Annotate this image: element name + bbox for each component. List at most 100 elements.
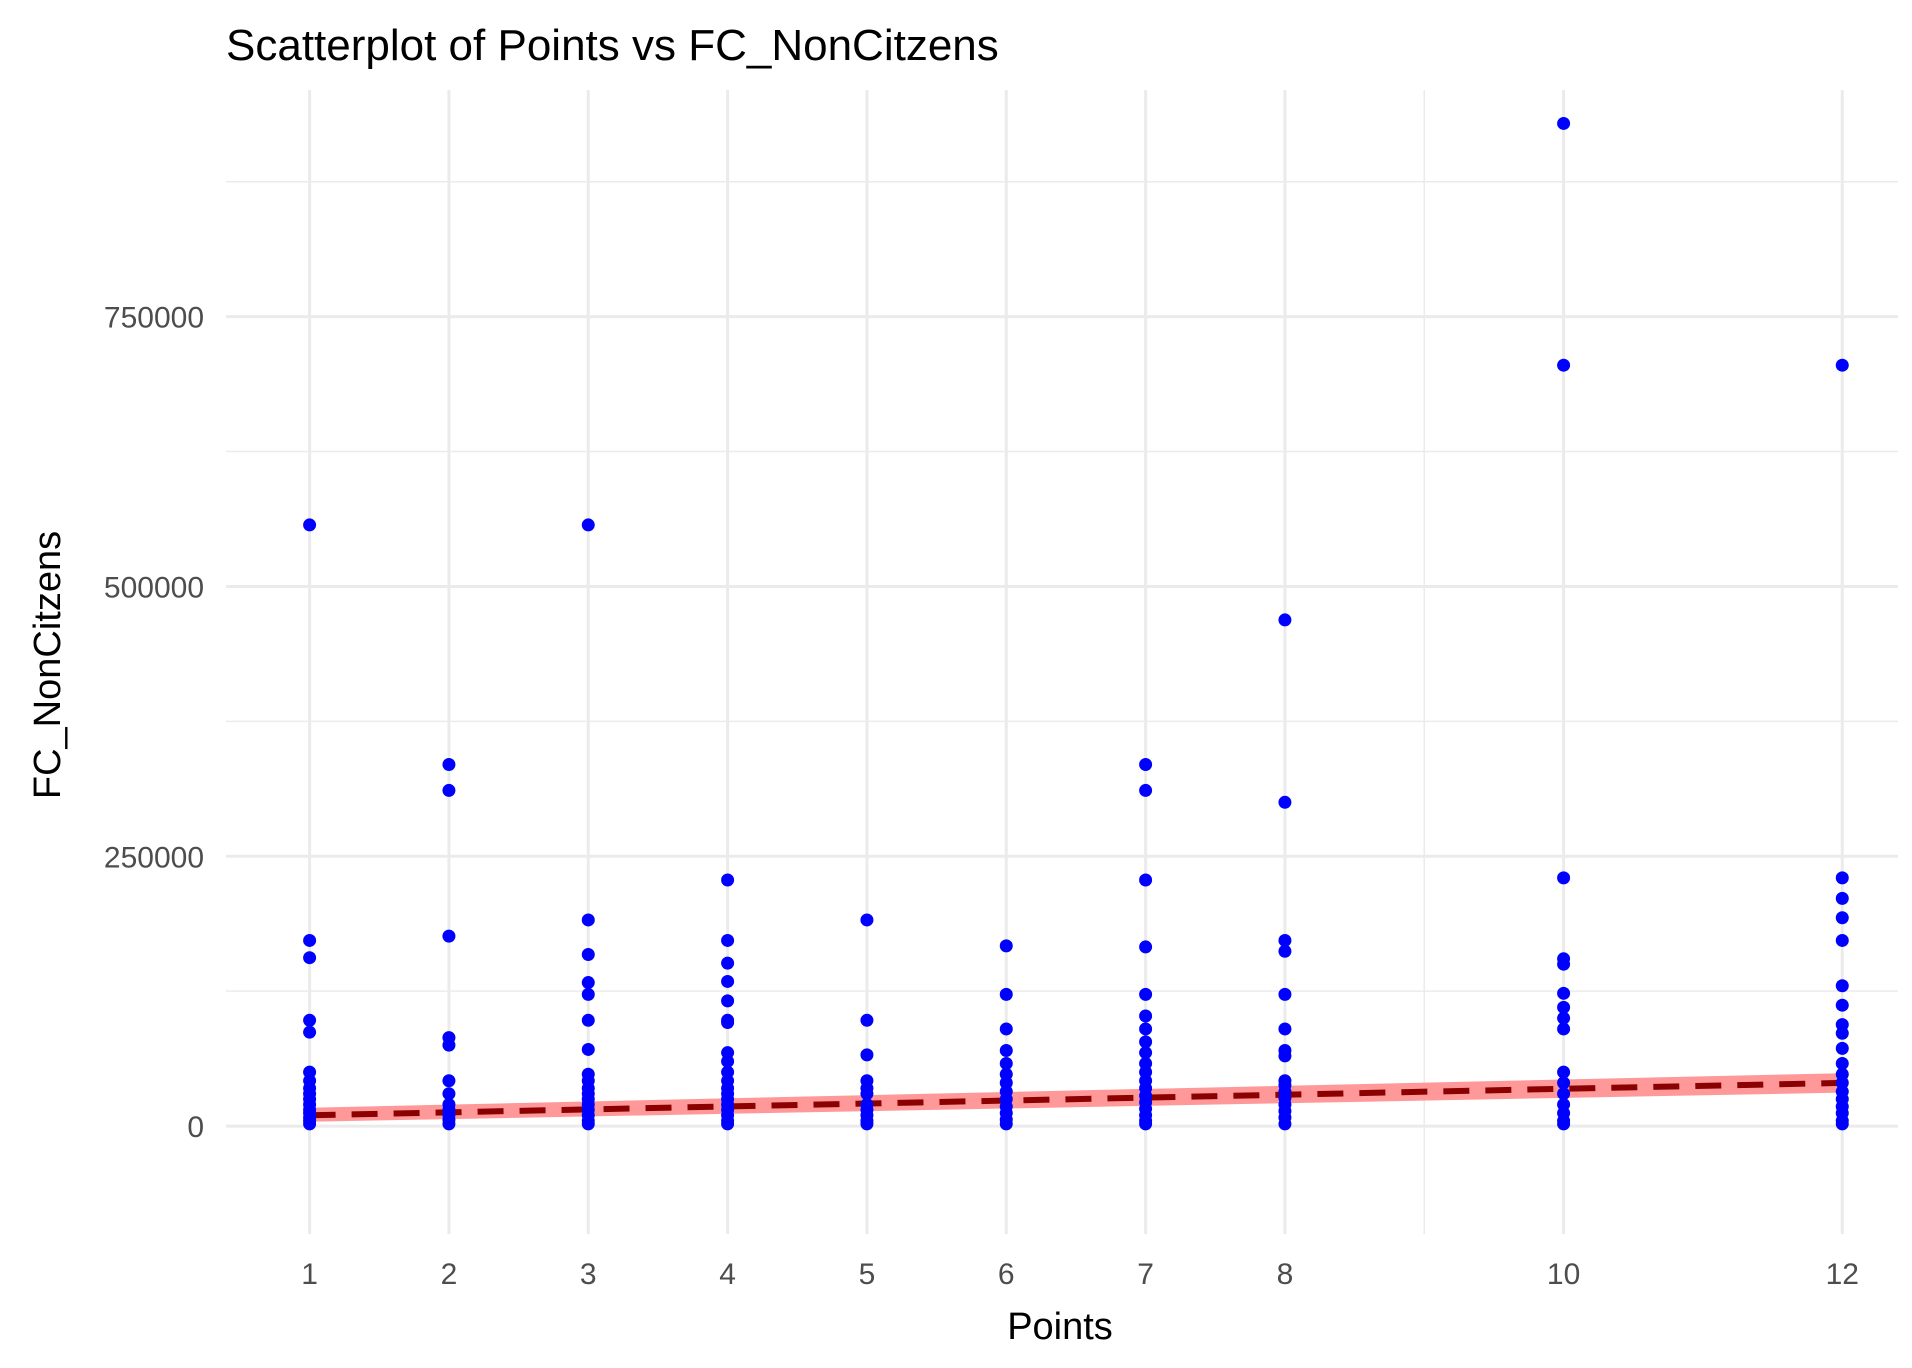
data-point — [442, 1087, 456, 1101]
data-point — [1835, 1117, 1849, 1131]
x-axis-title: Points — [1007, 1306, 1113, 1348]
x-tick-label: 10 — [1547, 1258, 1580, 1291]
data-point — [1278, 987, 1292, 1001]
data-point — [1835, 998, 1849, 1012]
y-tick-label: 0 — [187, 1111, 204, 1144]
data-point — [581, 1013, 595, 1027]
x-tick-label: 5 — [859, 1258, 876, 1291]
data-point — [860, 1117, 874, 1131]
data-point — [1557, 1087, 1571, 1101]
data-point — [860, 913, 874, 927]
data-point — [860, 1013, 874, 1027]
data-point — [442, 929, 456, 943]
data-point — [581, 1042, 595, 1056]
data-point — [581, 913, 595, 927]
data-point — [442, 1074, 456, 1088]
x-tick-label: 2 — [441, 1258, 458, 1291]
data-point — [442, 1038, 456, 1052]
data-point — [1278, 1049, 1292, 1063]
x-tick-label: 8 — [1277, 1258, 1294, 1291]
data-point — [721, 994, 735, 1008]
data-point — [1557, 986, 1571, 1000]
data-point — [1139, 783, 1153, 797]
data-point — [999, 1117, 1013, 1131]
data-point — [1139, 940, 1153, 954]
data-point — [721, 974, 735, 988]
data-point — [999, 1056, 1013, 1070]
data-point — [1557, 871, 1571, 885]
data-points — [303, 116, 1849, 1131]
data-point — [303, 951, 317, 965]
minor-gridlines — [226, 90, 1898, 1234]
y-tick-label: 750000 — [104, 302, 204, 335]
data-point — [1278, 944, 1292, 958]
data-point — [442, 758, 456, 772]
data-point — [303, 1013, 317, 1027]
x-tick-label: 3 — [580, 1258, 597, 1291]
x-tick-labels: 1 2 3 4 5 6 7 8 10 12 — [301, 1258, 1859, 1291]
data-point — [442, 1117, 456, 1131]
data-point — [581, 987, 595, 1001]
x-tick-label: 1 — [301, 1258, 318, 1291]
data-point — [860, 1087, 874, 1101]
data-point — [303, 518, 317, 532]
data-point — [303, 1117, 317, 1131]
data-point — [721, 1054, 735, 1068]
data-point — [1835, 891, 1849, 905]
data-point — [1139, 758, 1153, 772]
data-point — [860, 1048, 874, 1062]
data-point — [1139, 1022, 1153, 1036]
data-point — [721, 873, 735, 887]
data-point — [999, 1022, 1013, 1036]
data-point — [581, 976, 595, 990]
data-point — [1557, 1117, 1571, 1131]
y-axis-title: FC_NonCitzens — [27, 531, 69, 799]
data-point — [1557, 1022, 1571, 1036]
data-point — [581, 947, 595, 961]
data-point — [442, 783, 456, 797]
data-point — [1139, 1035, 1153, 1049]
data-point — [1835, 1056, 1849, 1070]
data-point — [1557, 957, 1571, 971]
data-point — [1835, 979, 1849, 993]
x-tick-label: 4 — [719, 1258, 736, 1291]
chart-title: Scatterplot of Points vs FC_NonCitzens — [226, 21, 999, 70]
data-point — [1139, 1009, 1153, 1023]
data-point — [999, 939, 1013, 953]
data-point — [1835, 1041, 1849, 1055]
data-point — [1557, 116, 1571, 130]
data-point — [1278, 1022, 1292, 1036]
trend-line — [309, 1079, 1843, 1119]
data-point — [721, 956, 735, 970]
data-point — [1835, 871, 1849, 885]
data-point — [1278, 933, 1292, 947]
data-point — [1278, 795, 1292, 809]
y-tick-label: 500000 — [104, 571, 204, 604]
data-point — [1557, 1011, 1571, 1025]
data-point — [581, 518, 595, 532]
data-point — [1139, 987, 1153, 1001]
data-point — [999, 987, 1013, 1001]
data-point — [581, 1117, 595, 1131]
data-point — [1835, 1026, 1849, 1040]
data-point — [1835, 358, 1849, 372]
data-point — [1139, 1117, 1153, 1131]
data-point — [1139, 1046, 1153, 1060]
trend-line-group — [309, 1073, 1843, 1122]
y-tick-labels: 0 250000 500000 750000 — [104, 302, 204, 1144]
data-point — [303, 933, 317, 947]
data-point — [999, 1044, 1013, 1058]
data-point — [1557, 1000, 1571, 1014]
x-tick-label: 6 — [998, 1258, 1015, 1291]
data-point — [1139, 873, 1153, 887]
data-point — [721, 933, 735, 947]
data-point — [1835, 911, 1849, 925]
x-tick-label: 12 — [1826, 1258, 1859, 1291]
data-point — [1835, 933, 1849, 947]
data-point — [721, 1015, 735, 1029]
data-point — [303, 1025, 317, 1039]
data-point — [1557, 358, 1571, 372]
major-gridlines — [226, 90, 1898, 1234]
